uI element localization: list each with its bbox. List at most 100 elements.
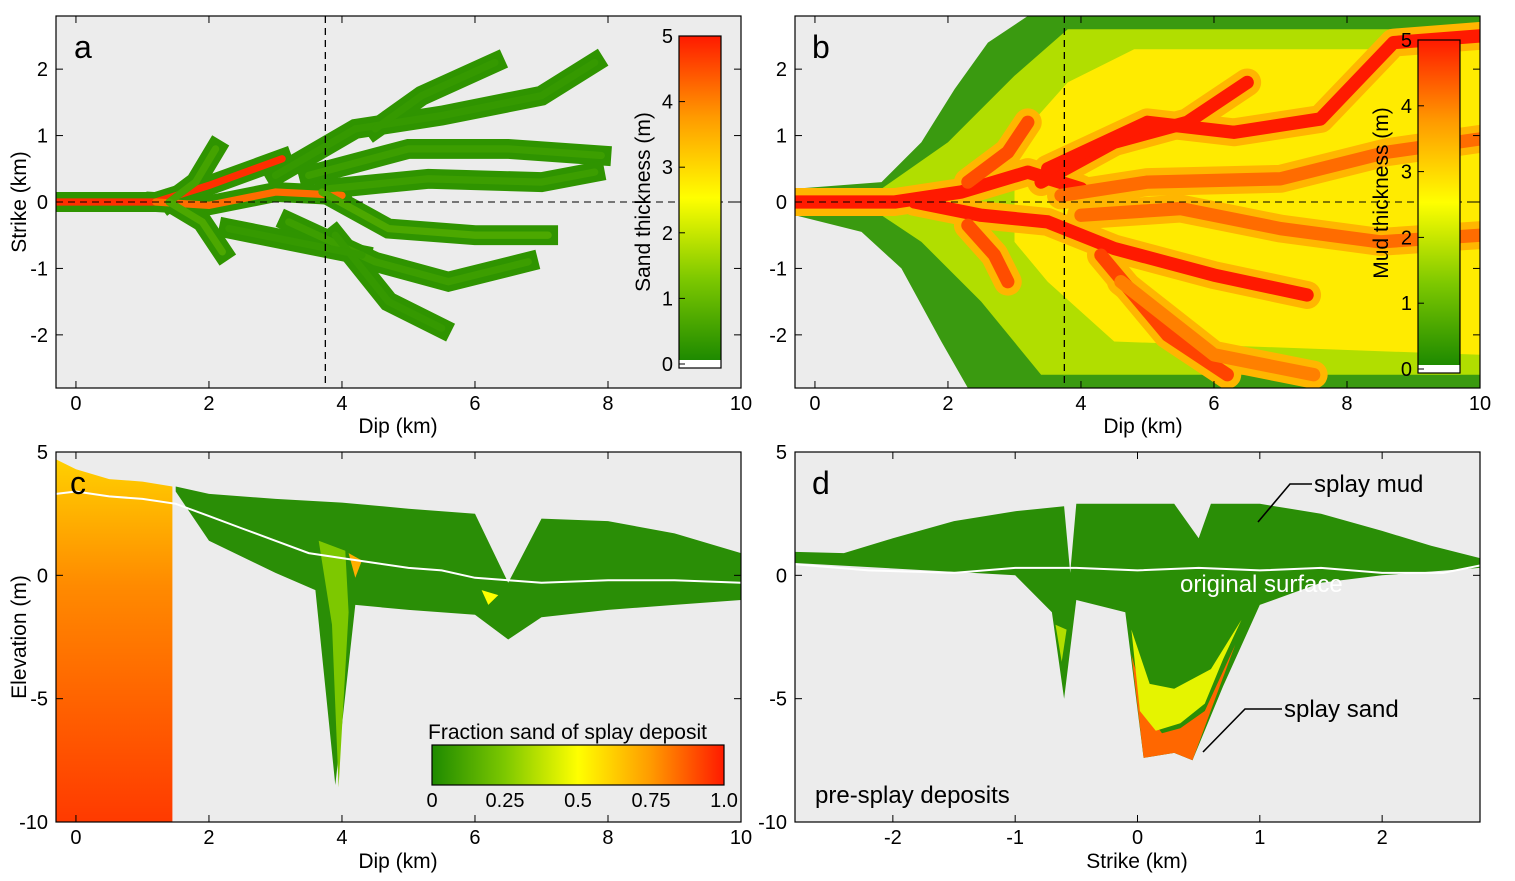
panel-c-x-ticks: 0 2 4 6 8 10 (70, 452, 752, 849)
pre-splay-channel-fill (56, 459, 173, 822)
sand-lens (1055, 624, 1067, 662)
panel-a-crosshair (56, 16, 741, 388)
panel-b-colorbar: 0 1 2 3 4 5 Mud thickness (m) (1370, 30, 1461, 381)
sand-channel-core (305, 145, 605, 180)
sand-channel-core (331, 231, 446, 332)
panel-c-frame (55, 451, 742, 823)
panel-b-colorbar-tick-label: 3 (1401, 162, 1412, 184)
panel-c-xtick-label: 4 (336, 827, 347, 849)
panel-a-ytick-label: 2 (37, 59, 48, 81)
sand-channel-core (371, 58, 499, 133)
panel-c-colorbar-tick-label: 0.75 (632, 790, 671, 812)
panel-c-label: c (70, 465, 86, 501)
panel-a-colorbar: 0 1 2 3 4 5 Sand thickness (m) (632, 26, 722, 376)
panel-a-y-ticks: -2 -1 0 1 2 (30, 59, 741, 347)
panel-c-xtick-label: 10 (730, 827, 752, 849)
splay-sand-transition (1131, 619, 1242, 731)
panel-d-label: d (812, 465, 830, 501)
mud-channel (961, 218, 1015, 289)
panel-b-xtick-label: 8 (1341, 393, 1352, 415)
panel-b-colorbar-tick-label: 4 (1401, 96, 1412, 118)
panel-c-ytick-label: 5 (37, 442, 48, 464)
panel-b-xtick-label: 0 (809, 393, 820, 415)
panel-c-xtick-label: 6 (469, 827, 480, 849)
panel-c-ytick-label: -5 (30, 689, 48, 711)
panel-a-colorbar-tick-label: 0 (662, 354, 673, 376)
splay-mud-leader (1257, 483, 1312, 523)
splay-deposit (175, 486, 741, 785)
panel-d-ytick-label: 0 (776, 565, 787, 587)
mud-channel (1074, 201, 1480, 249)
panel-c-ytick-label: 0 (37, 565, 48, 587)
panel-b-label: b (812, 29, 830, 65)
panel-a-xtick-label: 2 (203, 393, 214, 415)
sand-channel-core (225, 224, 366, 259)
panel-a-ytick-label: -1 (30, 258, 48, 280)
panel-c-colorbar: Fraction sand of splay deposit 0 0.25 0.5 0… (418, 715, 738, 814)
splay-mud-annotation: splay mud (1314, 471, 1423, 498)
original-surface-annotation: original surface (1180, 571, 1343, 598)
panel-d-annotations: splay mud original surface splay sand pr… (815, 471, 1423, 809)
panel-a-ylabel: Strike (km) (8, 151, 31, 253)
panel-d: -2 -1 0 1 2 -10-505 d Strike (km) splay mud … (758, 442, 1481, 873)
panel-c-ylabel: Elevation (m) (8, 575, 31, 699)
panel-a-colorbar-label: Sand thickness (m) (632, 112, 655, 292)
splay-sand-lining (1131, 644, 1236, 761)
panel-b-y-ticks: -2 -1 0 1 2 (769, 59, 1480, 347)
panel-c-cross-section (56, 459, 741, 822)
panel-b-xlabel: Dip (km) (1103, 415, 1182, 438)
panel-d-y-ticks: -10 -5 0 5 (758, 442, 1480, 834)
panel-d-cross-section (795, 503, 1480, 761)
pre-splay-annotation: pre-splay deposits (815, 782, 1010, 809)
splay-sand-leader (1202, 708, 1282, 753)
panel-b-xtick-label: 2 (942, 393, 953, 415)
panel-a-xtick-label: 8 (602, 393, 613, 415)
panel-b-colorbar-label: Mud thickness (m) (1370, 107, 1393, 279)
panel-c-xtick-label: 8 (602, 827, 613, 849)
panel-c-colorbar-gradient (432, 745, 724, 785)
panel-a-colorbar-tick-label: 2 (662, 223, 673, 245)
panel-b-ytick-label: 0 (776, 192, 787, 214)
panel-b-ytick-label: -1 (769, 258, 787, 280)
panel-c-colorbar-tick-label: 0.25 (486, 790, 525, 812)
panel-b-xtick-label: 10 (1469, 393, 1491, 415)
panel-a-xtick-label: 10 (730, 393, 752, 415)
panel-a-colorbar-tick-label: 3 (662, 157, 673, 179)
panel-b: 0 2 4 6 8 10 -2 -1 0 1 2 b Dip (km) 0 1 2 3 4 5 Mud th… (769, 15, 1491, 438)
sand-channel-core (285, 218, 532, 286)
panel-c-xtick-label: 0 (70, 827, 81, 849)
original-surface-line (795, 563, 1480, 574)
panel-b-colorbar-tick-label: 5 (1401, 30, 1412, 52)
panel-a-xtick-label: 6 (469, 393, 480, 415)
panel-c-colorbar-frame (431, 744, 725, 786)
panel-b-colorbar-gradient (1418, 40, 1460, 365)
panel-d-xtick-label: 2 (1377, 827, 1388, 849)
original-surface-line (56, 490, 741, 584)
panel-b-x-ticks: 0 2 4 6 8 10 (809, 16, 1491, 415)
panel-a-colorbar-frame (678, 35, 722, 369)
panel-b-colorbar-frame (1417, 39, 1461, 374)
panel-d-xlabel: Strike (km) (1086, 850, 1188, 873)
panel-c-xlabel: Dip (km) (358, 850, 437, 873)
mud-channel (908, 195, 1314, 302)
panel-a-colorbar-tick-label: 1 (662, 288, 673, 310)
panel-d-xtick-label: 1 (1254, 827, 1265, 849)
panel-d-x-ticks: -2 -1 0 1 2 (884, 452, 1388, 849)
panel-a-xtick-label: 4 (336, 393, 347, 415)
panel-d-ytick-label: -10 (758, 812, 787, 834)
panel-c-ytick-label: -10 (19, 812, 48, 834)
panel-a-colorbar-gradient (679, 36, 721, 360)
sand-lens (481, 590, 499, 605)
sand-channel-core (165, 198, 226, 256)
panel-d-ytick-label: 5 (776, 442, 787, 464)
panel-c-colorbar-tick-label: 1.0 (710, 790, 738, 812)
panel-d-xtick-label: 0 (1132, 827, 1143, 849)
mud-channel (1114, 275, 1321, 382)
mud-channel (961, 115, 1035, 189)
panel-c: 0 2 4 6 8 10 -10 -5 0 5 c Dip (km) Elevation (m)… (8, 442, 752, 873)
panel-a-xlabel: Dip (km) (358, 415, 437, 438)
panel-b-colorbar-tick-label: 1 (1401, 293, 1412, 315)
panel-b-ytick-label: -2 (769, 325, 787, 347)
